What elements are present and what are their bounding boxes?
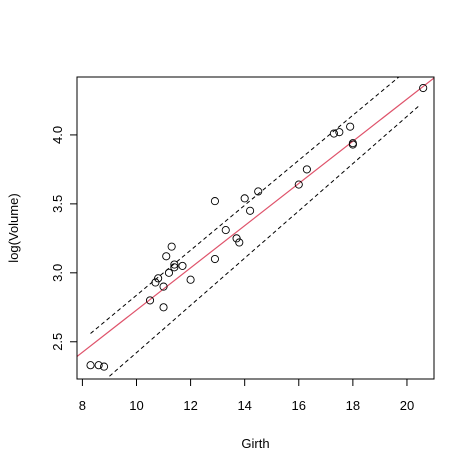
plot-frame — [76, 76, 435, 380]
data-point — [167, 242, 176, 251]
data-point — [419, 83, 428, 93]
x-tick-label: 10 — [129, 398, 143, 413]
data-point — [210, 254, 219, 264]
fit-line — [77, 77, 434, 358]
y-tick-label: 2.5 — [50, 333, 65, 351]
confidence-band-lower — [109, 104, 421, 377]
data-point — [170, 263, 179, 272]
y-tick-label: 4.0 — [50, 126, 65, 144]
data-point — [99, 362, 109, 371]
data-point — [302, 165, 311, 174]
y-tick-label: 3.5 — [50, 195, 65, 213]
plot-layer — [77, 77, 434, 377]
data-point — [246, 206, 255, 215]
y-axis: 2.5 3.0 3.5 4.0 — [50, 126, 78, 351]
data-point — [210, 197, 219, 206]
x-tick-label: 8 — [79, 398, 86, 413]
x-axis: 8 10 12 14 16 18 20 — [79, 378, 414, 413]
data-point — [162, 252, 171, 261]
data-point — [186, 275, 195, 284]
data-point — [159, 282, 168, 291]
data-point — [86, 361, 95, 370]
y-axis-label: log(Volume) — [6, 193, 21, 262]
data-point — [151, 278, 160, 287]
data-point — [235, 238, 244, 247]
data-point — [240, 194, 249, 203]
data-point — [170, 260, 179, 269]
x-tick-label: 14 — [237, 398, 251, 413]
data-point — [294, 180, 303, 189]
plot-area — [77, 77, 434, 377]
data-point — [346, 122, 355, 131]
data-point — [348, 139, 357, 148]
data-point — [335, 128, 344, 137]
data-point — [159, 303, 168, 312]
data-point — [329, 129, 338, 138]
x-tick-label: 20 — [400, 398, 414, 413]
data-point — [154, 274, 163, 283]
data-point — [145, 296, 155, 305]
x-tick-label: 18 — [346, 398, 360, 413]
data-point — [164, 268, 174, 277]
y-tick-label: 3.0 — [50, 264, 65, 282]
x-tick-label: 16 — [292, 398, 306, 413]
data-point — [232, 234, 241, 243]
confidence-band-upper — [90, 77, 400, 334]
data-point — [221, 226, 230, 235]
data-point — [94, 361, 103, 370]
x-axis-label: Girth — [241, 436, 269, 451]
data-point — [254, 187, 263, 196]
data-point — [178, 261, 187, 270]
x-tick-label: 12 — [183, 398, 197, 413]
